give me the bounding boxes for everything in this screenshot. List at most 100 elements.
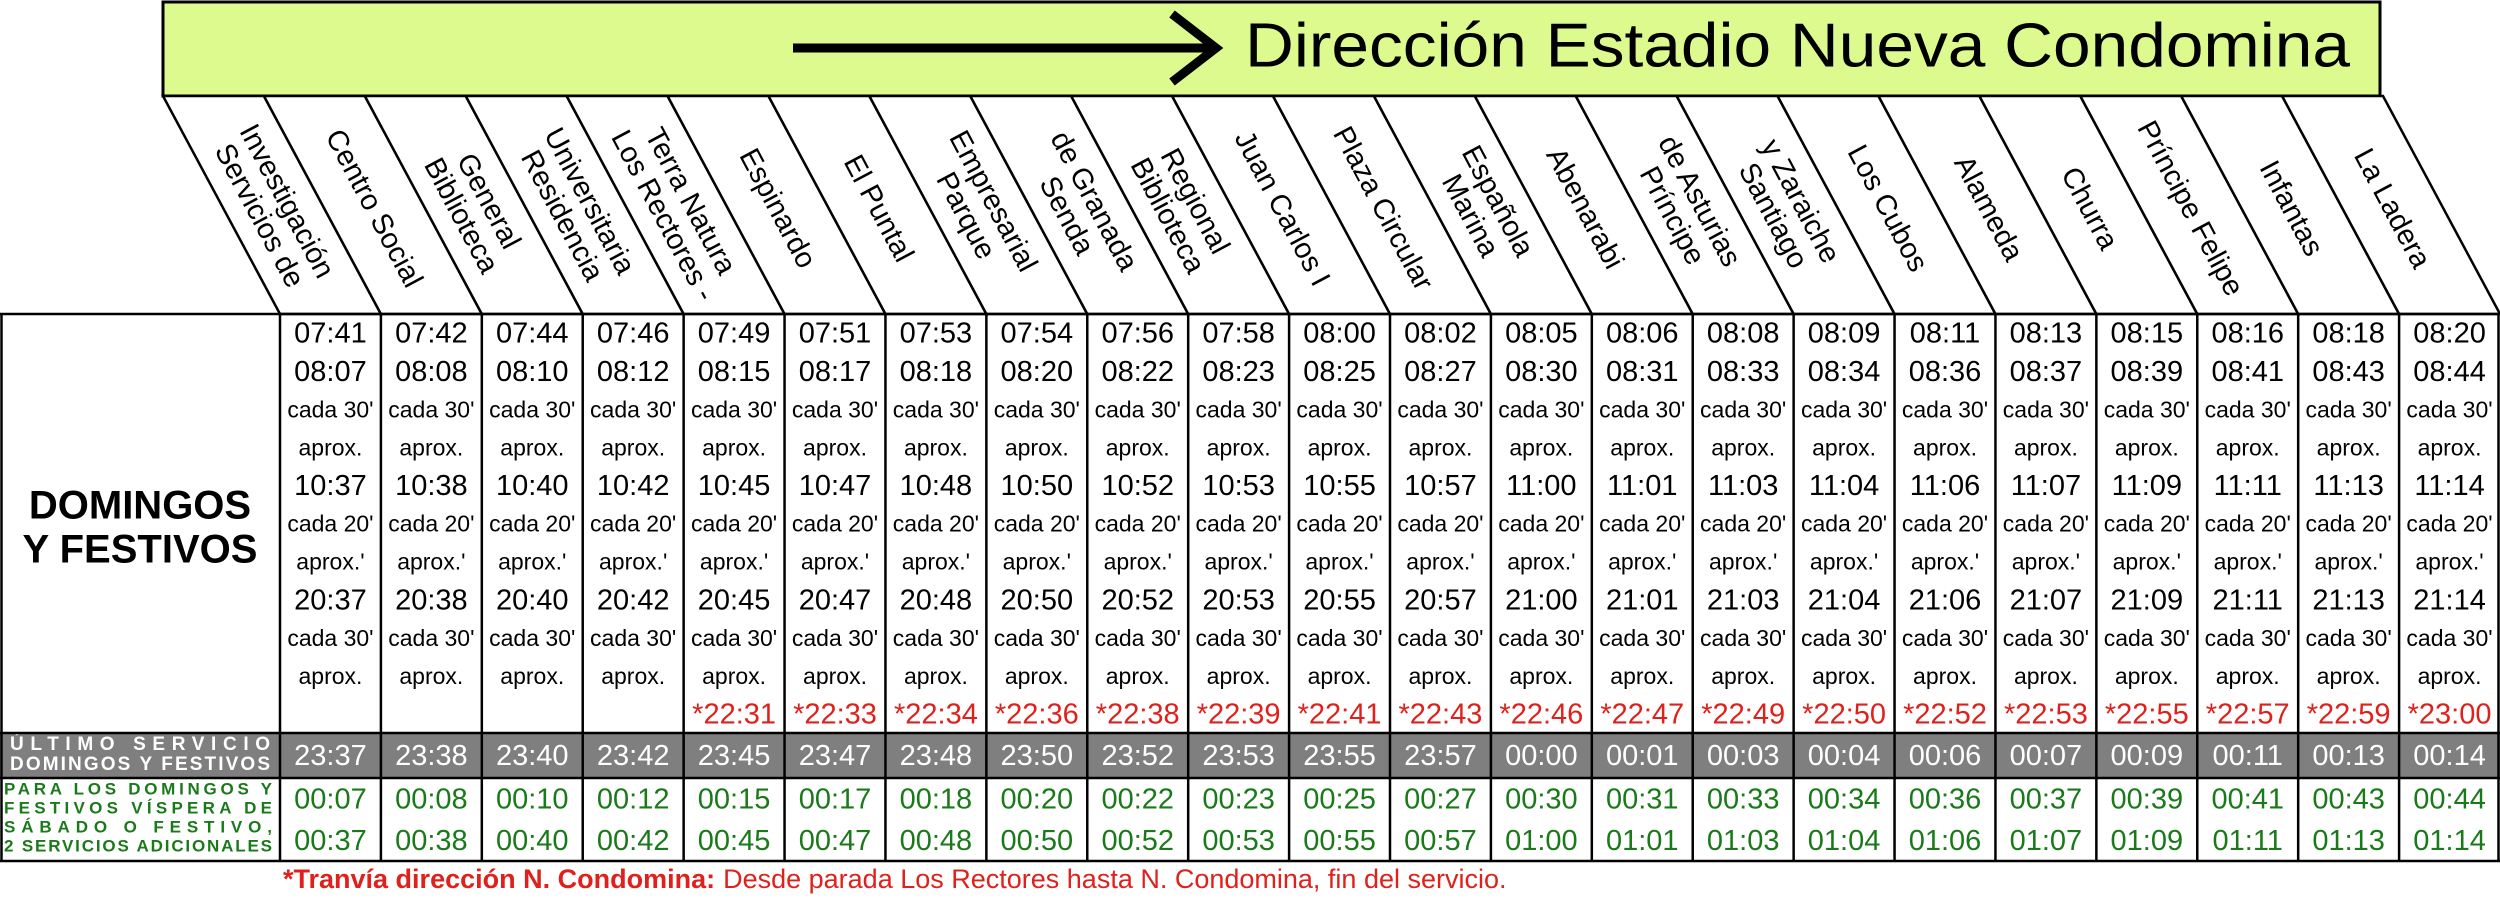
time-cell: cada 20'	[691, 511, 777, 537]
time-cell: aprox.	[1812, 434, 1876, 460]
extra-time: 00:57	[1404, 825, 1477, 857]
header-box	[161, 0, 2382, 98]
time-cell: cada 30'	[994, 396, 1080, 422]
time-cell: aprox.'	[2415, 549, 2483, 575]
time-cell: cada 30'	[1397, 396, 1483, 422]
time-cell: *22:39	[1197, 699, 1281, 731]
time-cell: aprox.'	[1406, 549, 1474, 575]
time-cell: 10:52	[1101, 470, 1174, 502]
time-cell: 11:11	[2214, 470, 2282, 502]
time-cell: *22:36	[995, 699, 1079, 731]
time-cell: aprox.	[1106, 663, 1170, 689]
time-cell: cada 20'	[994, 511, 1080, 537]
time-cell: cada 30'	[2306, 396, 2392, 422]
time-cell: *22:49	[1701, 699, 1785, 731]
extra-time: 00:18	[900, 783, 973, 815]
time-cell: 11:14	[2414, 470, 2484, 502]
time-cell: cada 20'	[893, 511, 979, 537]
time-cell: 07:46	[597, 318, 670, 350]
time-cell: 20:55	[1303, 584, 1376, 616]
time-cell: 20:45	[698, 584, 771, 616]
time-cell: 21:11	[2213, 584, 2283, 616]
time-cell: aprox.'	[1709, 549, 1777, 575]
extra-time: 00:31	[1606, 783, 1679, 815]
time-cell: aprox.	[601, 434, 665, 460]
time-cell: 08:30	[1505, 356, 1578, 388]
extra-time: 01:11	[2213, 825, 2283, 857]
time-cell: aprox.	[702, 663, 766, 689]
time-cell: 20:37	[294, 584, 367, 616]
time-cell: cada 30'	[590, 396, 676, 422]
time-cell: cada 30'	[489, 396, 575, 422]
time-cell: cada 30'	[2205, 625, 2291, 651]
time-cell: aprox.	[298, 663, 362, 689]
time-cell: 21:09	[2111, 584, 2184, 616]
time-cell: aprox.	[1711, 663, 1775, 689]
time-cell: 10:42	[597, 470, 670, 502]
time-cell: 10:40	[496, 470, 569, 502]
time-cell: aprox.	[2014, 663, 2078, 689]
time-cell: cada 30'	[2104, 625, 2190, 651]
time-cell: 11:04	[1809, 470, 1879, 502]
time-cell: cada 30'	[893, 625, 979, 651]
day-label: DOMINGOS	[29, 484, 251, 528]
time-cell: cada 30'	[1599, 625, 1685, 651]
time-cell: cada 20'	[1196, 511, 1282, 537]
time-cell: 21:13	[2312, 584, 2385, 616]
time-cell: aprox.	[1308, 663, 1372, 689]
time-cell: cada 30'	[1296, 625, 1382, 651]
extra-time: 01:09	[2111, 825, 2184, 857]
time-cell: 07:51	[799, 318, 872, 350]
time-cell: aprox.	[2317, 434, 2381, 460]
time-cell: *22:31	[692, 699, 776, 731]
extra-time: 00:22	[1101, 783, 1174, 815]
day-label: Y FESTIVOS	[23, 528, 258, 572]
time-cell: 08:23	[1202, 356, 1275, 388]
time-cell: *22:55	[2105, 699, 2189, 731]
last-row-bg	[0, 733, 2500, 778]
last-time: 00:13	[2312, 740, 2385, 772]
time-cell: cada 30'	[792, 396, 878, 422]
time-cell: 08:31	[1606, 356, 1679, 388]
time-cell: 07:58	[1202, 318, 1275, 350]
extra-time: 00:53	[1202, 825, 1275, 857]
time-cell: aprox.'	[1003, 549, 1071, 575]
time-cell: 08:00	[1303, 318, 1376, 350]
extra-time: 00:39	[2111, 783, 2184, 815]
time-cell: aprox.'	[1204, 549, 1272, 575]
extra-label: SÁBADO O FESTIVO,	[4, 817, 272, 836]
time-cell: 08:44	[2413, 356, 2486, 388]
time-cell: aprox.	[2216, 663, 2280, 689]
extra-label: FESTIVOS VÍSPERA DE	[4, 798, 272, 817]
time-cell: 08:20	[2413, 318, 2486, 350]
time-cell: 08:05	[1505, 318, 1578, 350]
time-cell: cada 20'	[489, 511, 575, 537]
last-time: 23:52	[1101, 740, 1174, 772]
time-cell: 08:43	[2312, 356, 2385, 388]
extra-time: 00:45	[698, 825, 771, 857]
time-cell: 08:06	[1606, 318, 1679, 350]
time-cell: 08:36	[1909, 356, 1982, 388]
time-cell: 20:40	[496, 584, 569, 616]
time-cell: aprox.	[500, 663, 564, 689]
time-cell: cada 30'	[2003, 625, 2089, 651]
time-cell: 08:20	[1001, 356, 1074, 388]
last-time: 23:45	[698, 740, 771, 772]
last-time: 00:14	[2413, 740, 2486, 772]
time-cell: cada 30'	[1196, 625, 1282, 651]
time-cell: aprox.	[702, 434, 766, 460]
time-cell: cada 20'	[1296, 511, 1382, 537]
time-cell: 21:06	[1909, 584, 1982, 616]
time-cell: aprox.'	[1305, 549, 1373, 575]
extra-time: 00:52	[1101, 825, 1174, 857]
time-cell: 10:55	[1303, 470, 1376, 502]
time-cell: 20:38	[395, 584, 468, 616]
time-cell: *22:52	[1903, 699, 1987, 731]
time-cell: aprox.	[1610, 434, 1674, 460]
time-cell: 07:44	[496, 318, 569, 350]
extra-time: 00:50	[1001, 825, 1074, 857]
time-cell: 08:27	[1404, 356, 1477, 388]
extra-time: 00:30	[1505, 783, 1578, 815]
time-cell: cada 20'	[287, 511, 373, 537]
time-cell: *22:43	[1399, 699, 1483, 731]
